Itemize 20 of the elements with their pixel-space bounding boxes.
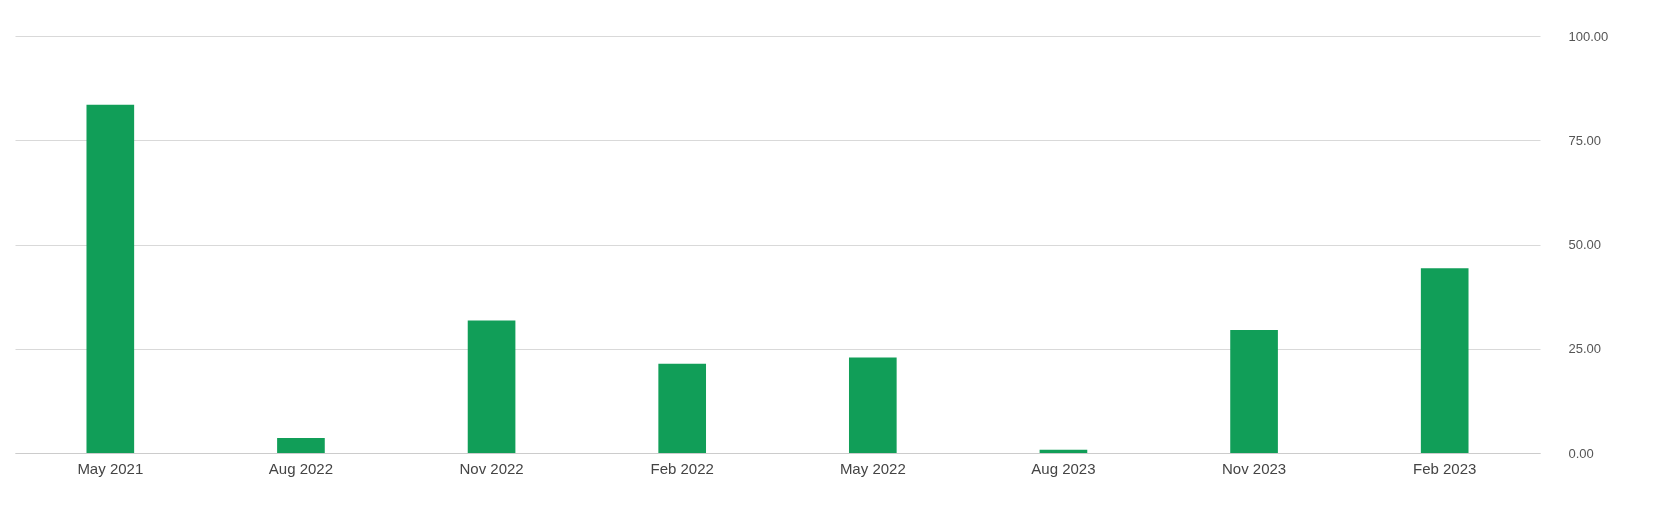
- bar: [848, 357, 897, 453]
- x-tick-label: Nov 2022: [459, 459, 524, 477]
- x-tick-label: Aug 2023: [1031, 459, 1096, 477]
- y-tick-label: 75.00: [1568, 132, 1602, 148]
- x-tick-label: May 2021: [77, 459, 144, 477]
- x-tick-label: Feb 2022: [650, 459, 714, 477]
- bar: [467, 320, 516, 453]
- y-tick-label: 50.00: [1568, 237, 1602, 252]
- bar: [1420, 268, 1469, 453]
- x-tick-label: Feb 2023: [1412, 459, 1477, 477]
- bar: [86, 104, 135, 453]
- x-tick-label: Nov 2023: [1221, 459, 1287, 477]
- bar: [658, 363, 707, 453]
- bar: [277, 437, 325, 453]
- y-tick-label: 0.00: [1568, 445, 1594, 461]
- x-tick-label: Aug 2022: [268, 459, 334, 477]
- x-tick-label: May 2022: [839, 459, 906, 477]
- y-tick-label: 100.00: [1568, 28, 1609, 44]
- bar: [1230, 329, 1278, 453]
- y-tick-label: 25.00: [1568, 341, 1602, 357]
